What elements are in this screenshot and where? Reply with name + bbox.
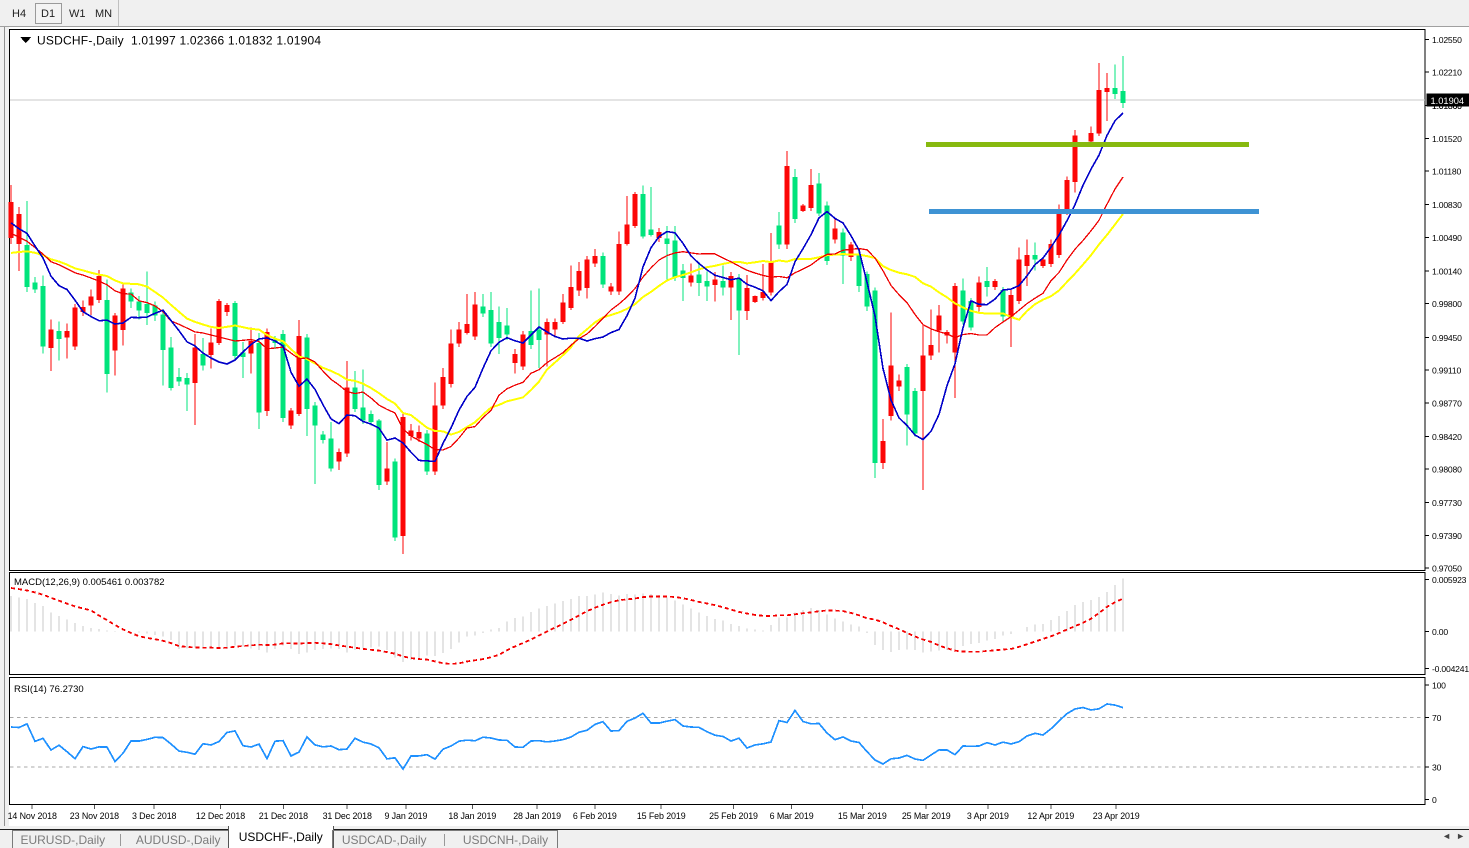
svg-text:25 Mar 2019: 25 Mar 2019	[902, 811, 951, 821]
svg-text:W1: W1	[69, 8, 86, 20]
svg-text:6 Feb 2019: 6 Feb 2019	[573, 811, 617, 821]
svg-text:0.97730: 0.97730	[1432, 498, 1462, 508]
svg-text:1.00140: 1.00140	[1432, 267, 1462, 277]
svg-text:1.01904: 1.01904	[1431, 96, 1465, 106]
svg-text:1.00830: 1.00830	[1432, 200, 1462, 210]
svg-text:70: 70	[1432, 713, 1442, 723]
svg-text:1.02550: 1.02550	[1432, 35, 1462, 45]
svg-text:15 Feb 2019: 15 Feb 2019	[637, 811, 686, 821]
svg-text:30: 30	[1432, 762, 1442, 772]
svg-text:21 Dec 2018: 21 Dec 2018	[259, 811, 308, 821]
svg-text:28 Jan 2019: 28 Jan 2019	[513, 811, 561, 821]
svg-text:14 Nov 2018: 14 Nov 2018	[8, 811, 57, 821]
svg-text:12 Apr 2019: 12 Apr 2019	[1027, 811, 1074, 821]
svg-text:1.00490: 1.00490	[1432, 233, 1462, 243]
svg-text:1.01180: 1.01180	[1432, 167, 1461, 177]
svg-text:15 Mar 2019: 15 Mar 2019	[838, 811, 887, 821]
svg-text:0: 0	[1432, 795, 1437, 805]
svg-text:100: 100	[1432, 681, 1446, 691]
svg-text:0.98420: 0.98420	[1432, 432, 1462, 442]
svg-text:0.97390: 0.97390	[1432, 531, 1462, 541]
svg-text:0.99450: 0.99450	[1432, 333, 1462, 343]
svg-text:-0.004241: -0.004241	[1432, 664, 1469, 674]
svg-text:9 Jan 2019: 9 Jan 2019	[384, 811, 427, 821]
svg-text:D1: D1	[41, 8, 55, 20]
svg-text:18 Jan 2019: 18 Jan 2019	[448, 811, 496, 821]
svg-text:0.99110: 0.99110	[1432, 366, 1461, 376]
svg-text:RSI(14) 76.2730: RSI(14) 76.2730	[14, 684, 84, 695]
svg-text:31 Dec 2018: 31 Dec 2018	[323, 811, 372, 821]
svg-text:0.98770: 0.98770	[1432, 398, 1462, 408]
svg-text:23 Nov 2018: 23 Nov 2018	[70, 811, 119, 821]
svg-text:3 Apr 2019: 3 Apr 2019	[967, 811, 1009, 821]
svg-text:3 Dec 2018: 3 Dec 2018	[132, 811, 177, 821]
svg-text:0.00: 0.00	[1432, 627, 1448, 637]
svg-text:MN: MN	[95, 8, 112, 20]
svg-text:6 Mar 2019: 6 Mar 2019	[770, 811, 814, 821]
svg-text:0.98080: 0.98080	[1432, 465, 1462, 475]
svg-text:25 Feb 2019: 25 Feb 2019	[709, 811, 758, 821]
svg-text:12 Dec 2018: 12 Dec 2018	[196, 811, 245, 821]
svg-text:MACD(12,26,9) 0.005461 0.00378: MACD(12,26,9) 0.005461 0.003782	[14, 577, 165, 588]
svg-text:0.99800: 0.99800	[1432, 299, 1462, 309]
svg-text:23 Apr 2019: 23 Apr 2019	[1093, 811, 1140, 821]
svg-text:1.02210: 1.02210	[1432, 68, 1462, 78]
svg-text:H4: H4	[12, 8, 26, 20]
svg-text:USDCHF-,Daily 1.01997 1.02366: USDCHF-,Daily 1.01997 1.02366 1.01832 1.…	[37, 34, 321, 48]
svg-text:0.97050: 0.97050	[1432, 564, 1462, 574]
svg-text:0.005923: 0.005923	[1432, 575, 1467, 585]
svg-text:1.01520: 1.01520	[1432, 134, 1462, 144]
